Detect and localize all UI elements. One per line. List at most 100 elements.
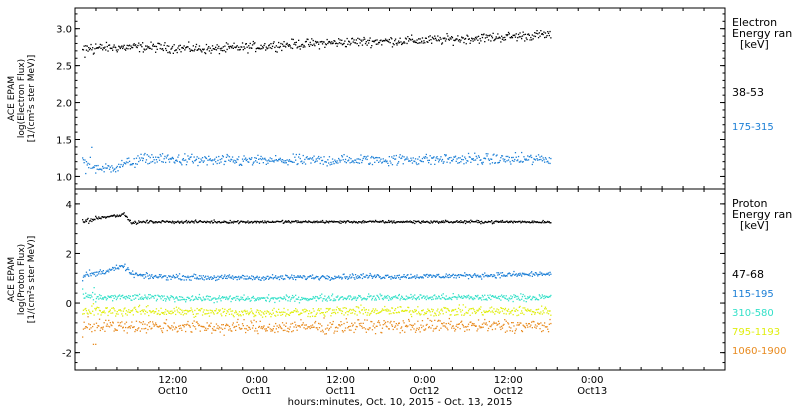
data-point xyxy=(188,279,191,281)
data-point xyxy=(114,328,116,330)
data-point xyxy=(455,296,457,299)
data-point xyxy=(541,296,543,299)
data-point xyxy=(455,160,457,162)
data-point xyxy=(518,306,520,308)
data-point xyxy=(173,44,175,46)
data-point xyxy=(235,310,237,312)
data-point xyxy=(374,157,377,159)
data-point xyxy=(527,297,530,299)
data-point xyxy=(242,325,244,327)
data-point xyxy=(406,309,408,312)
data-point xyxy=(495,277,497,279)
data-point xyxy=(504,221,506,223)
data-point xyxy=(414,277,417,280)
data-point xyxy=(539,313,541,315)
data-point xyxy=(415,162,417,164)
data-point xyxy=(516,314,518,317)
data-point xyxy=(413,220,415,222)
data-point xyxy=(540,221,542,224)
data-point xyxy=(181,46,184,49)
data-point xyxy=(148,322,150,324)
data-point xyxy=(221,155,224,157)
data-point xyxy=(441,310,444,312)
data-point xyxy=(165,47,167,50)
data-point xyxy=(213,326,215,328)
data-point xyxy=(444,325,446,327)
data-point xyxy=(147,47,149,49)
data-point xyxy=(305,278,307,281)
data-point xyxy=(444,298,446,300)
series-47-68 xyxy=(82,212,552,225)
data-point xyxy=(397,324,399,326)
data-point xyxy=(383,221,385,224)
data-point xyxy=(267,47,269,49)
data-point xyxy=(463,41,465,44)
data-point xyxy=(324,161,326,163)
data-point xyxy=(169,310,171,312)
data-point xyxy=(338,324,341,326)
data-point xyxy=(206,278,208,280)
data-point xyxy=(152,222,154,224)
data-point xyxy=(201,221,203,223)
data-point xyxy=(201,300,203,302)
data-point xyxy=(394,309,396,311)
data-point xyxy=(220,49,222,51)
data-point xyxy=(111,165,113,167)
data-point xyxy=(138,221,141,224)
data-point xyxy=(371,221,373,223)
data-point xyxy=(509,330,511,332)
data-point xyxy=(364,276,366,278)
data-point xyxy=(433,328,435,330)
data-point xyxy=(245,157,247,159)
data-point xyxy=(439,276,441,278)
data-point xyxy=(494,295,497,297)
data-point xyxy=(416,274,418,276)
data-point xyxy=(474,220,477,223)
data-point xyxy=(195,321,198,323)
data-point xyxy=(385,161,387,163)
data-point xyxy=(136,163,138,165)
data-point xyxy=(255,48,257,50)
data-point xyxy=(534,312,537,314)
data-point xyxy=(315,313,317,315)
data-point xyxy=(298,313,301,316)
data-point xyxy=(249,158,251,161)
data-point xyxy=(375,156,377,159)
data-point xyxy=(201,48,204,50)
data-point xyxy=(373,41,375,43)
data-point xyxy=(258,278,260,281)
data-point xyxy=(474,221,476,223)
data-point xyxy=(415,276,417,278)
data-point xyxy=(220,300,222,302)
data-point xyxy=(457,221,460,223)
data-point xyxy=(323,156,325,158)
data-point xyxy=(201,160,203,162)
data-point xyxy=(544,36,546,39)
data-point xyxy=(301,44,303,46)
data-point xyxy=(294,42,296,44)
data-point xyxy=(132,295,134,297)
data-point xyxy=(488,297,490,299)
data-point xyxy=(189,156,191,158)
data-point xyxy=(507,272,510,275)
data-point xyxy=(228,222,231,224)
data-point xyxy=(277,46,279,48)
data-point xyxy=(261,157,264,159)
data-point xyxy=(205,298,207,300)
data-point xyxy=(454,296,456,298)
data-point xyxy=(233,220,235,222)
data-point xyxy=(338,157,340,160)
data-point xyxy=(138,321,141,323)
data-point xyxy=(359,42,361,44)
data-point xyxy=(373,323,375,325)
data-point xyxy=(485,322,487,324)
data-point xyxy=(275,277,277,279)
data-point xyxy=(341,44,344,46)
data-point xyxy=(514,310,516,312)
data-point xyxy=(189,221,191,224)
data-point xyxy=(240,220,242,222)
data-point xyxy=(524,307,526,309)
data-point xyxy=(331,158,334,160)
data-point xyxy=(305,221,307,223)
data-point xyxy=(336,160,338,162)
